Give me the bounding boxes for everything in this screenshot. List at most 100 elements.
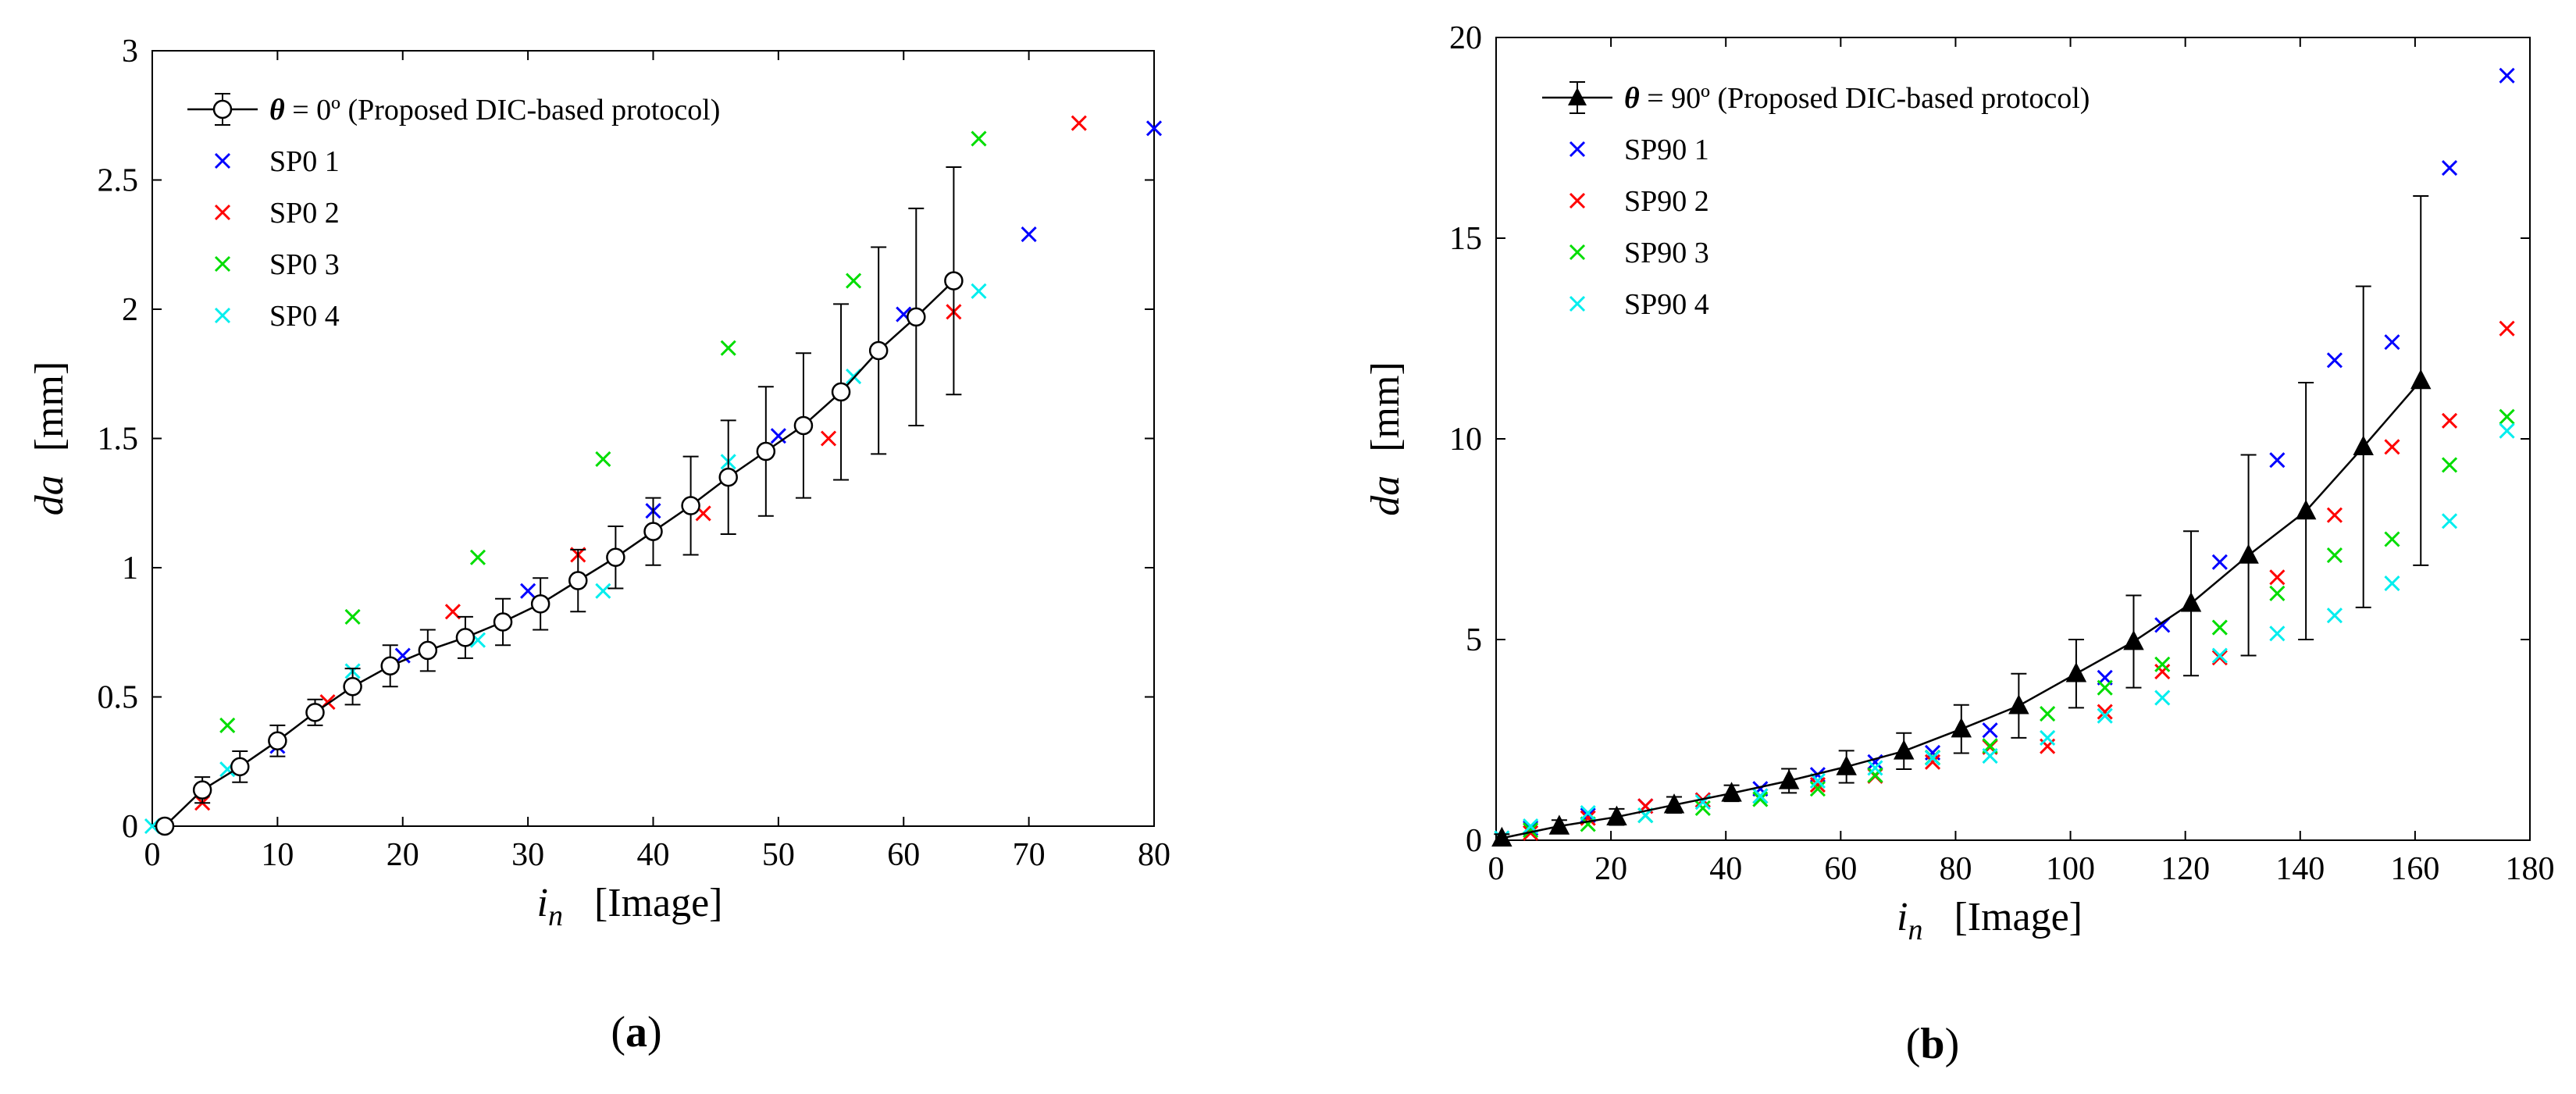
legend-marker [214,307,231,324]
mean-marker [530,594,550,614]
legend-item: SP90 2 [1569,185,1709,218]
mean-marker [831,382,851,402]
cross-stroke [1071,115,1087,131]
x-tick-label: 50 [762,837,795,873]
chart-panel-a: 0 10 20 30 40 50 60 70 80 0 0.5 1 1.5 2 2.5 3 in [Image] d… [27,34,1170,1057]
y-tick-label: 5 [1466,622,1482,658]
data-point [2211,619,2228,636]
x-tick-label: 20 [387,837,419,873]
cross-stroke [1809,777,1826,793]
x-tick-label: 10 [261,837,294,873]
cross-stroke [2384,439,2400,455]
cross-stroke [846,273,862,289]
x-tick-label: 40 [1709,851,1742,887]
data-point [2154,656,2171,672]
cross-stroke [2154,656,2171,672]
x-tick-label: 70 [1013,837,1046,873]
legend-label: SP0 3 [269,248,340,281]
mean-marker [418,640,438,661]
data-point [2326,352,2343,369]
cross-stroke [2499,320,2515,337]
legend-item: θ = 90º (Proposed DIC-based protocol) [1542,81,2090,115]
mean-marker [2065,662,2087,682]
y-tick-label: 0 [1466,823,1482,859]
cross-stroke [1569,192,1586,209]
x-tick-label: 120 [2161,851,2210,887]
cross-stroke [2384,531,2400,547]
cross-stroke [2326,547,2343,564]
x-tick-label: 0 [1488,851,1505,887]
data-point [520,583,536,599]
cross-stroke [2211,554,2228,570]
x-tick-label: 20 [1594,851,1627,887]
data-point [2154,690,2171,706]
cross-stroke [1569,244,1586,261]
cross-stroke [2441,513,2458,529]
data-point [971,283,987,299]
cross-stroke [1523,822,1539,839]
cross-stroke [2040,729,2056,746]
cross-stroke [2499,408,2515,425]
cross-stroke [971,283,987,299]
data-point [2269,452,2286,469]
mean-marker [493,612,513,632]
cross-stroke [1809,772,1826,789]
data-point [1867,767,1883,783]
cross-stroke [469,549,486,565]
cross-stroke [219,717,236,733]
data-point [2326,547,2343,564]
cross-stroke [2269,452,2286,469]
cross-stroke [444,604,461,620]
cross-stroke [2326,608,2343,624]
data-point [469,549,486,565]
cross-stroke [214,255,231,273]
data-point [1580,804,1596,821]
data-point [770,428,786,444]
data-point [2097,707,2113,724]
x-axis-label: in [Image] [536,881,722,932]
data-point [219,717,236,733]
data-point [1809,777,1826,793]
cross-stroke [2384,575,2400,592]
mean-marker [230,757,250,777]
data-point [846,273,862,289]
mean-marker [268,731,287,751]
data-point [595,583,611,599]
legend-marker [1569,244,1586,261]
legend-marker [1569,192,1586,209]
data-point [2499,408,2515,425]
cross-stroke [2097,679,2113,696]
x-tick-label: 60 [1824,851,1857,887]
cross-stroke [214,204,231,221]
mean-marker [756,441,776,461]
cross-stroke [595,583,611,599]
cross-stroke [1580,816,1596,832]
data-point [2040,729,2056,746]
legend-item: SP90 3 [1569,237,1709,269]
cross-stroke [1924,750,1941,766]
data-point [820,430,837,447]
cross-stroke [1867,760,1883,776]
mean-marker [568,571,588,590]
legend-item: θ = 0º (Proposed DIC-based protocol) [187,93,720,127]
y-tick-label: 10 [1449,422,1482,458]
x-tick-label: 100 [2046,851,2095,887]
mean-marker [1836,755,1857,775]
legend-label: SP90 4 [1624,288,1709,321]
legend-item: SP0 4 [214,300,340,333]
mean-marker [907,307,926,327]
cross-stroke [2326,352,2343,369]
cross-stroke [2211,647,2228,664]
x-tick-label: 80 [1939,851,1972,887]
data-point [2097,679,2113,696]
data-point [1021,226,1037,243]
mean-marker [681,496,700,515]
legend-label: SP0 2 [269,197,340,230]
data-point [2384,334,2400,351]
mean-marker [1663,793,1685,814]
data-point [1982,722,1998,739]
x-tick-label: 60 [887,837,920,873]
mean-marker [455,628,476,647]
legend-label: SP0 1 [269,145,340,178]
